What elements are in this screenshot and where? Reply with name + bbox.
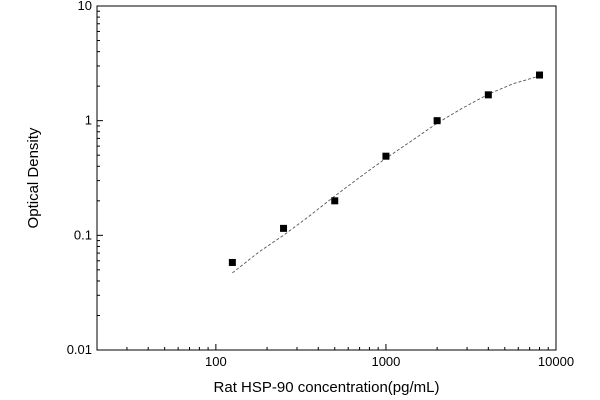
y-axis-title: Optical Density — [25, 127, 42, 228]
fit-curve — [232, 75, 540, 274]
data-point — [331, 197, 339, 205]
y-tick-label: 0.1 — [74, 227, 92, 242]
y-tick-label: 10 — [78, 0, 92, 13]
data-points — [228, 71, 544, 266]
x-tick-label: 10000 — [538, 354, 574, 369]
data-point — [382, 152, 390, 160]
data-point — [484, 91, 492, 99]
x-axis-ticks: 100 1000 10000 — [96, 344, 574, 369]
data-point — [280, 224, 288, 232]
data-point — [536, 71, 544, 79]
x-axis-title: Rat HSP-90 concentration(pg/mL) — [214, 379, 440, 396]
data-point — [228, 258, 236, 266]
x-tick-label: 100 — [205, 354, 227, 369]
plot-frame — [96, 5, 557, 351]
x-tick-label: 1000 — [371, 354, 400, 369]
data-point — [433, 117, 441, 125]
y-tick-label: 1 — [85, 113, 92, 128]
y-tick-label: 0.01 — [67, 342, 92, 357]
y-axis-ticks: 0.01 0.1 1 10 — [67, 0, 103, 357]
